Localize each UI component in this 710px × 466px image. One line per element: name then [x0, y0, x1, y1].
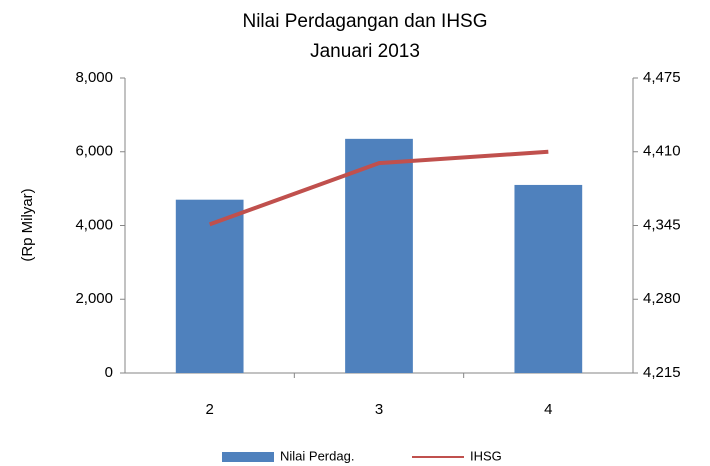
y2-tick-label: 4,475	[643, 69, 681, 86]
line	[208, 149, 549, 227]
y2-tick-label: 4,345	[643, 216, 681, 233]
legend-swatch	[222, 452, 274, 462]
y2-tick-label: 4,280	[643, 290, 681, 307]
y-tick-label: 0	[105, 364, 113, 381]
y-tick-label: 2,000	[75, 290, 113, 307]
y2-tick-label: 4,215	[643, 364, 681, 381]
y-tick-label: 6,000	[75, 143, 113, 160]
x-tick-label: 4	[544, 401, 552, 418]
legend-label: IHSG	[470, 448, 502, 463]
y2-tick-label: 4,410	[643, 143, 681, 160]
x-tick-label: 2	[205, 401, 213, 418]
bar	[345, 138, 413, 373]
y-axis-label: (Rp Milyar)	[19, 188, 36, 261]
legend-label: Nilai Perdag.	[280, 448, 354, 463]
x-tick-label: 3	[375, 401, 383, 418]
y-tick-label: 4,000	[75, 216, 113, 233]
chart-subtitle: Januari 2013	[310, 41, 420, 62]
bar	[514, 184, 583, 373]
y-tick-label: 8,000	[75, 69, 113, 86]
bar	[175, 199, 244, 373]
chart-title: Nilai Perdagangan dan IHSG	[242, 11, 487, 32]
